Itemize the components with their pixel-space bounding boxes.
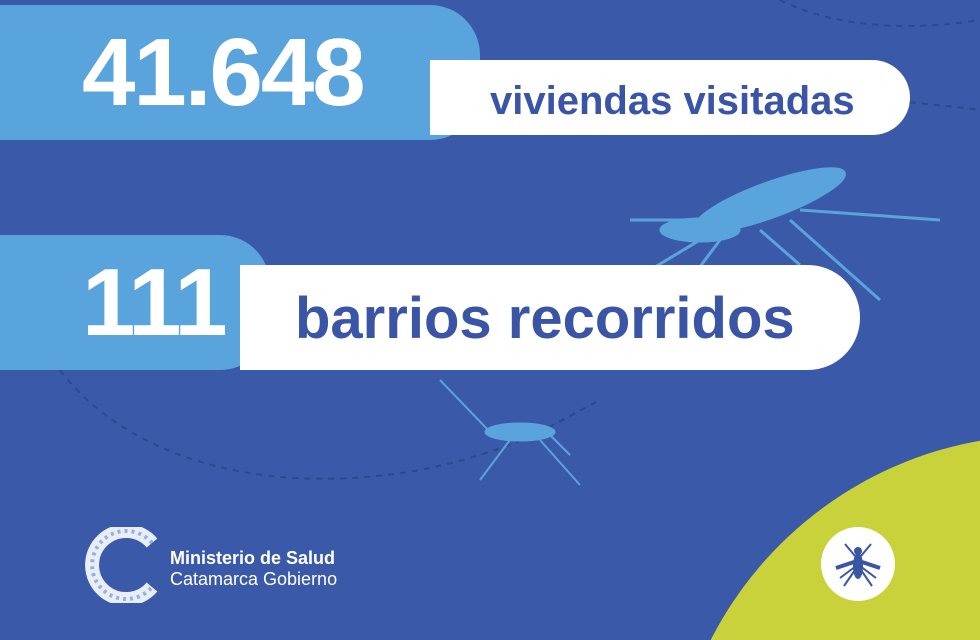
org-government: Catamarca Gobierno [170, 569, 338, 589]
dashed-flight-path [59, 369, 601, 480]
dashed-flight-path [779, 0, 980, 27]
stat-label-pill-2 [240, 265, 860, 370]
org-name: Ministerio de Salud [170, 548, 336, 568]
stat-highlight-1 [0, 5, 480, 140]
stat-label-barrios: barrios recorridos [295, 286, 795, 351]
stat-value-viviendas: 41.648 [82, 19, 366, 126]
mosquito-silhouette-small [439, 379, 581, 486]
stat-value-barrios: 111 [82, 249, 228, 356]
stat-label-pill-1 [430, 60, 910, 135]
stat-highlight-2 [0, 235, 270, 370]
mosquito-badge-icon [821, 527, 895, 601]
stat-label-viviendas: viviendas visitadas [490, 79, 855, 123]
catamarca-c-logo-icon [85, 527, 158, 603]
mosquito-silhouette-large [630, 167, 941, 302]
